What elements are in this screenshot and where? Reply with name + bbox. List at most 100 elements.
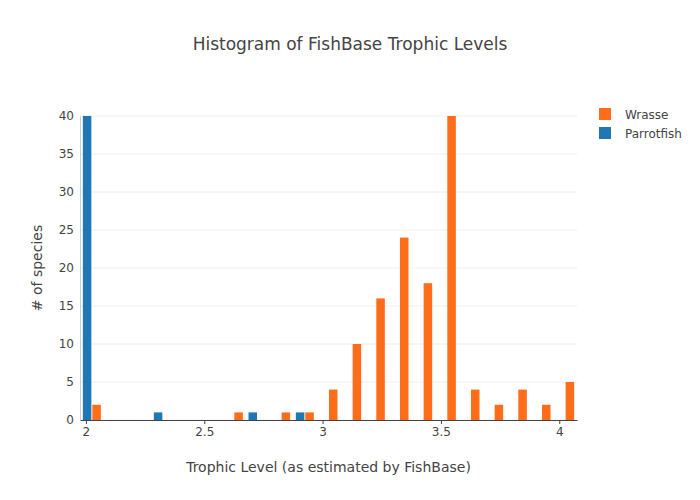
grid-line (80, 306, 577, 307)
legend-label: Parrotfish (625, 127, 682, 141)
y-axis-line (80, 117, 81, 421)
grid-line (80, 154, 577, 155)
bar (234, 412, 243, 420)
bar (211, 420, 220, 421)
y-tick: 5 (66, 375, 80, 389)
bar (187, 420, 196, 421)
bar (140, 420, 149, 421)
bar (414, 420, 423, 421)
bar (296, 412, 305, 420)
bar (282, 412, 291, 420)
x-tick: 3.5 (432, 420, 451, 439)
bar (178, 420, 187, 421)
grid-line (80, 382, 577, 383)
x-tick-mark (86, 420, 87, 424)
bar (376, 298, 385, 420)
bar (272, 420, 281, 421)
bar (107, 420, 116, 421)
bar (391, 420, 400, 421)
y-tick: 35 (59, 147, 80, 161)
bar (438, 420, 447, 421)
x-tick-label: 2 (83, 425, 91, 439)
x-tick: 2 (83, 420, 91, 439)
bar (201, 420, 210, 421)
legend-item[interactable]: Wrasse (599, 108, 669, 122)
bar (447, 116, 456, 420)
bar (329, 390, 338, 420)
x-tick-label: 3 (319, 425, 327, 439)
x-tick-mark (441, 420, 442, 424)
y-tick: 40 (59, 109, 80, 123)
x-tick-label: 3.5 (432, 425, 451, 439)
bar (518, 390, 527, 420)
bar (495, 405, 504, 420)
bar (471, 390, 480, 420)
title: Histogram of FishBase Trophic Levels (193, 34, 508, 54)
y-tick-label: 15 (59, 299, 74, 313)
grid (80, 116, 577, 420)
x-tick-mark (204, 420, 205, 424)
legend-label: Wrasse (625, 108, 669, 122)
bar (556, 420, 565, 421)
legend-item[interactable]: Parrotfish (599, 127, 682, 141)
bar (566, 382, 575, 420)
x-tick: 3 (319, 420, 327, 439)
bars (83, 116, 574, 420)
bar (154, 412, 163, 420)
grid-line (80, 192, 577, 193)
x-axis: 2 2.5 3 3.5 4 (81, 420, 578, 439)
y-axis: 0 5 10 15 20 25 30 35 40 (59, 109, 81, 427)
y-tick: 10 (59, 337, 80, 351)
x-axis-title: Trophic Level (as estimated by FishBase) (185, 459, 471, 475)
y-axis-title: # of species (29, 225, 45, 311)
bar (424, 283, 433, 420)
bar (533, 420, 542, 421)
y-tick-label: 0 (66, 413, 74, 427)
x-axis-line (81, 420, 578, 421)
y-tick: 30 (59, 185, 80, 199)
x-tick-label: 2.5 (195, 425, 214, 439)
y-tick: 15 (59, 299, 80, 313)
grid-line (80, 116, 577, 117)
bar (320, 420, 329, 421)
legend-swatch (599, 127, 611, 139)
x-tick-mark (559, 420, 560, 424)
bar (92, 405, 101, 420)
y-tick-label: 40 (59, 109, 74, 123)
y-tick-label: 10 (59, 337, 74, 351)
bar (400, 238, 409, 420)
x-tick-mark (323, 420, 324, 424)
bar (83, 116, 92, 420)
bar (130, 420, 139, 421)
bar (485, 420, 494, 421)
grid-line (80, 230, 577, 231)
y-tick: 20 (59, 261, 80, 275)
y-tick-label: 20 (59, 261, 74, 275)
grid-line (80, 268, 577, 269)
bar (249, 412, 258, 420)
bar (353, 344, 362, 420)
bar (367, 420, 376, 421)
y-tick: 0 (66, 413, 80, 427)
bar (509, 420, 518, 421)
bar (258, 420, 267, 421)
bar (305, 412, 314, 420)
y-tick: 25 (59, 223, 80, 237)
y-tick-label: 35 (59, 147, 74, 161)
legend-swatch (599, 108, 611, 120)
bar (116, 420, 125, 421)
bar (163, 420, 172, 421)
bar (462, 420, 471, 421)
bar (343, 420, 352, 421)
x-tick-label: 4 (556, 425, 564, 439)
x-tick: 4 (556, 420, 564, 439)
chart: 22.533.540510152025303540Histogram of Fi… (0, 0, 700, 500)
legend: Wrasse Parrotfish (599, 108, 682, 141)
grid-line (80, 344, 577, 345)
y-tick-label: 30 (59, 185, 74, 199)
bar (542, 405, 551, 420)
y-tick-label: 5 (66, 375, 74, 389)
bar (225, 420, 234, 421)
x-tick: 2.5 (195, 420, 214, 439)
y-tick-label: 25 (59, 223, 74, 237)
